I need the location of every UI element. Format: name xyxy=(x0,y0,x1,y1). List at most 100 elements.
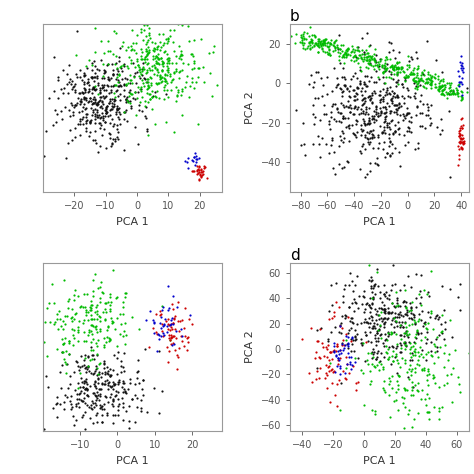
Point xyxy=(193,170,201,178)
Point xyxy=(368,324,375,332)
Point xyxy=(338,88,346,96)
Point xyxy=(371,57,378,64)
Point xyxy=(430,340,438,347)
Point xyxy=(83,365,91,373)
Point xyxy=(175,74,183,82)
Point xyxy=(70,296,78,304)
Point xyxy=(163,318,170,325)
Point xyxy=(385,309,393,316)
Point xyxy=(96,283,104,291)
Point xyxy=(160,39,167,47)
Point xyxy=(89,292,96,300)
Point xyxy=(386,55,393,63)
Point xyxy=(112,29,120,37)
Point xyxy=(416,109,424,117)
Point xyxy=(394,359,401,367)
Point xyxy=(329,368,337,376)
Point xyxy=(135,83,142,91)
Point xyxy=(177,91,185,99)
Point xyxy=(91,14,99,21)
Point xyxy=(70,368,78,376)
Point xyxy=(34,64,42,71)
Point xyxy=(92,100,100,108)
Point xyxy=(401,73,409,81)
Point xyxy=(333,380,340,388)
Point xyxy=(98,97,105,104)
Point xyxy=(401,78,409,85)
Point xyxy=(111,81,119,89)
Point xyxy=(86,119,93,127)
Point xyxy=(438,82,446,90)
Point xyxy=(376,104,383,111)
Point xyxy=(402,342,410,350)
Point xyxy=(374,144,382,152)
Point xyxy=(169,339,176,347)
Point xyxy=(333,41,340,48)
Point xyxy=(428,73,435,81)
Point xyxy=(352,46,359,54)
Point xyxy=(328,355,336,363)
Point xyxy=(170,47,178,55)
Point xyxy=(310,42,318,50)
Point xyxy=(60,399,68,406)
Point xyxy=(125,64,132,72)
Point xyxy=(336,56,343,64)
Point xyxy=(357,366,365,374)
Point xyxy=(418,77,425,84)
Point xyxy=(166,27,173,34)
Point xyxy=(368,134,376,142)
Point xyxy=(458,136,465,143)
Point xyxy=(352,133,359,141)
Point xyxy=(408,55,416,63)
Point xyxy=(105,129,112,137)
Point xyxy=(83,64,91,72)
Point xyxy=(313,326,320,334)
Point xyxy=(167,336,174,344)
Point xyxy=(405,331,412,338)
Point xyxy=(381,154,389,161)
Point xyxy=(383,294,391,302)
Point xyxy=(418,74,425,82)
Point xyxy=(374,347,382,355)
Point xyxy=(414,80,421,87)
Point xyxy=(432,56,440,64)
Point xyxy=(89,371,97,378)
Point xyxy=(340,81,348,89)
Point xyxy=(387,360,395,367)
Point xyxy=(380,145,387,153)
Point xyxy=(120,81,128,89)
Point xyxy=(90,419,97,427)
Point xyxy=(421,319,429,326)
Point xyxy=(359,107,366,115)
Point xyxy=(149,53,157,60)
Point xyxy=(353,89,360,97)
Point xyxy=(116,330,124,338)
Point xyxy=(417,396,425,403)
Point xyxy=(87,369,94,377)
Point xyxy=(386,119,393,127)
Point xyxy=(392,108,400,116)
Point xyxy=(76,115,84,122)
Point xyxy=(443,91,450,98)
Point xyxy=(394,381,401,388)
Point xyxy=(118,67,126,75)
Point xyxy=(148,105,156,113)
Point xyxy=(165,56,173,64)
Point xyxy=(386,63,394,71)
Point xyxy=(105,367,112,375)
Point xyxy=(141,55,149,63)
Point xyxy=(298,36,306,43)
Point xyxy=(94,394,101,401)
Point xyxy=(186,37,193,45)
Point xyxy=(414,82,421,90)
Point xyxy=(336,346,344,354)
Point xyxy=(395,59,403,66)
Point xyxy=(375,326,383,334)
Point xyxy=(99,402,106,410)
Point xyxy=(119,303,127,311)
Point xyxy=(98,412,106,419)
Point xyxy=(368,112,376,120)
Point xyxy=(414,102,421,110)
Point xyxy=(452,84,460,92)
Point xyxy=(63,347,70,355)
